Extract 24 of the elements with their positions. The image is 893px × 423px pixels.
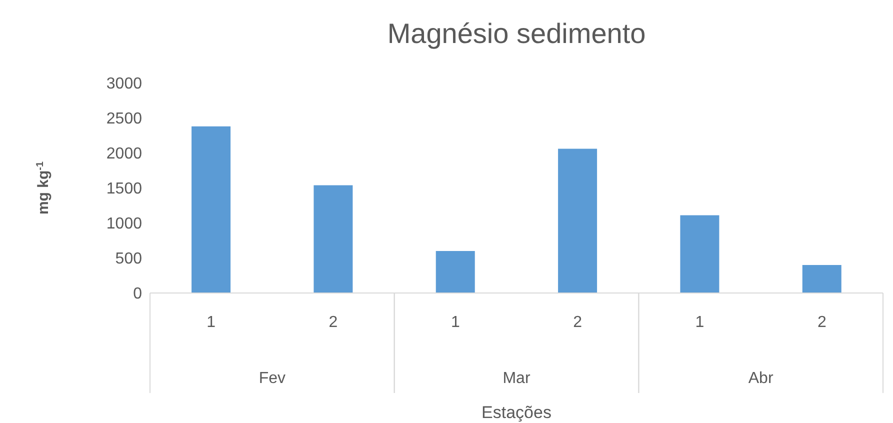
bar: [314, 185, 353, 293]
bar: [802, 265, 842, 293]
text: Fev: [258, 370, 286, 387]
chart-title: Magnésio sedimento: [386, 18, 647, 50]
x-tick-label: 1: [695, 314, 704, 331]
x-axis-title: Estações: [482, 403, 552, 422]
x-tick-label: 1: [450, 314, 460, 331]
y-tick-label: 500: [115, 250, 142, 268]
text: Mar: [502, 370, 531, 387]
x-tick-label: 2: [817, 314, 826, 331]
x-tick-label: 2: [328, 314, 338, 331]
bar: [558, 148, 598, 293]
y-tick-label: 2500: [106, 110, 142, 128]
text: Abr: [748, 370, 774, 387]
y-tick-label: 1000: [106, 216, 142, 233]
bar: [436, 251, 475, 293]
y-tick-label: 2000: [106, 146, 142, 163]
bar: [192, 126, 231, 293]
bar: [680, 215, 720, 293]
x-tick-label: 2: [573, 314, 582, 331]
x-tick-label: 1: [206, 314, 216, 331]
y-tick-label: 1500: [106, 180, 142, 198]
y-tick-label: 0: [133, 286, 142, 303]
y-tick-label: 3000: [106, 76, 142, 93]
